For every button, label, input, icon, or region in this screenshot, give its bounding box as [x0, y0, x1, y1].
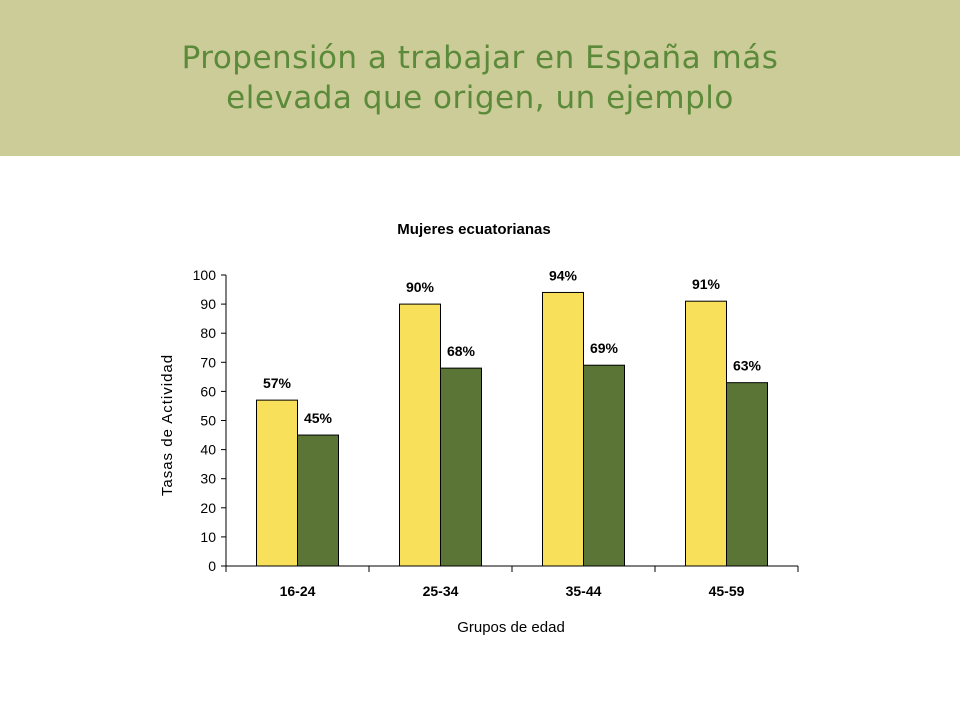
y-tick-label: 50: [200, 413, 216, 429]
data-label: 45%: [304, 410, 333, 426]
x-axis-title: Grupos de edad: [457, 619, 565, 636]
y-tick-label: 70: [200, 354, 216, 370]
y-tick-label: 20: [200, 500, 216, 516]
y-tick-label: 100: [193, 267, 217, 283]
x-tick-label: 45-59: [709, 583, 745, 599]
plot-area: 0 10 20 30 40 50 60 70 80 90 100 16-24 57% 45% 25-34 90…: [193, 267, 799, 599]
y-tick-label: 0: [208, 558, 216, 574]
y-tick-label: 30: [200, 471, 216, 487]
x-tick-label: 25-34: [423, 583, 459, 599]
data-label: 94%: [549, 267, 578, 283]
bar-series-2: [440, 367, 482, 567]
data-label: 91%: [692, 276, 721, 292]
data-label: 68%: [447, 343, 476, 359]
y-tick-label: 60: [200, 383, 216, 399]
data-label: 69%: [590, 340, 619, 356]
bar-series-1: [256, 399, 298, 567]
data-label: 90%: [406, 279, 435, 295]
bar-series-2: [583, 364, 625, 567]
slide-title-line-1: Propensión a trabajar en España más: [181, 40, 779, 76]
bar-series-2: [726, 382, 768, 567]
bar-series-1: [542, 291, 584, 567]
data-label: 57%: [263, 375, 292, 391]
bar-series-2: [297, 434, 339, 567]
slide-title-line-2: elevada que origen, un ejemplo: [226, 80, 734, 116]
y-tick-label: 10: [200, 529, 216, 545]
data-label: 63%: [733, 358, 762, 374]
y-tick-label: 80: [200, 325, 216, 341]
y-tick-label: 90: [200, 296, 216, 312]
y-axis-title: Tasas de Actividad: [159, 354, 176, 496]
bar-series-1: [399, 303, 441, 567]
chart-title: Mujeres ecuatorianas: [397, 221, 550, 238]
y-tick-label: 40: [200, 442, 216, 458]
bar-series-1: [685, 300, 727, 567]
x-tick-label: 16-24: [280, 583, 316, 599]
title-band: Propensión a trabajar en España más elev…: [0, 0, 960, 156]
x-tick-label: 35-44: [566, 583, 602, 599]
